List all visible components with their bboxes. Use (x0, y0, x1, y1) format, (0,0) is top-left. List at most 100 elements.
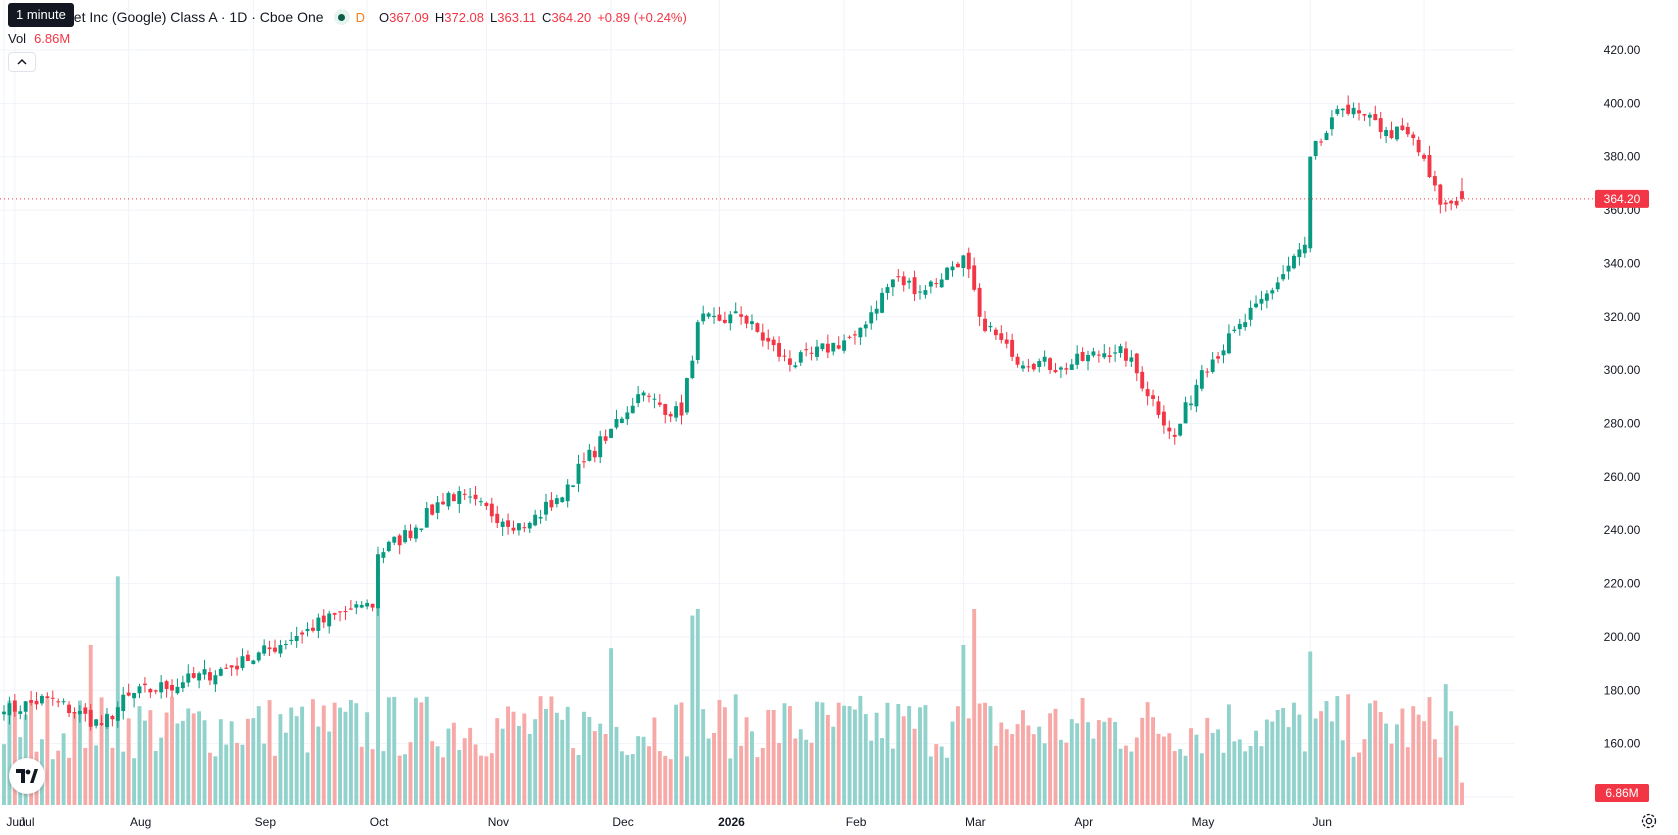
volume-bar (56, 750, 61, 805)
volume-bar (1346, 694, 1351, 805)
candle-body (376, 554, 380, 609)
volume-bar (1118, 748, 1123, 805)
volume-bar (462, 738, 467, 805)
candle-body (197, 673, 202, 681)
candle-body (153, 690, 158, 692)
volume-bar (332, 702, 337, 805)
change-value: +0.89 (+0.24%) (597, 9, 687, 25)
volume-bar (1389, 743, 1394, 805)
price-axis: 420.00400.00380.00360.00340.00320.00300.… (1604, 43, 1641, 804)
tradingview-logo-icon[interactable] (9, 758, 45, 794)
volume-bar (1221, 752, 1226, 805)
candle-body (1221, 350, 1226, 356)
candle-body (451, 494, 456, 502)
volume-bar (1058, 739, 1063, 805)
candle-body (831, 342, 836, 352)
candle-body (359, 604, 364, 608)
candle-body (191, 673, 196, 678)
candle-body (668, 413, 673, 417)
candle-body (1048, 358, 1053, 371)
candle-body (739, 314, 744, 317)
time-axis-label: Mar (965, 815, 986, 829)
candle-body (592, 450, 597, 458)
volume-bar (137, 706, 142, 805)
volume-bar (29, 701, 34, 805)
candle-body (1340, 108, 1345, 111)
volume-legend: Vol 6.86M (8, 31, 70, 46)
candle-body (1058, 367, 1063, 370)
volume-bar (955, 706, 960, 805)
volume-bar (869, 740, 874, 805)
candle-body (1124, 348, 1128, 361)
candle-body (853, 334, 857, 336)
gear-icon[interactable] (1640, 812, 1658, 830)
candle-body (121, 694, 126, 712)
candle-body (1167, 427, 1172, 432)
price-axis-label: 340.00 (1604, 256, 1641, 270)
candle-body (1026, 366, 1031, 368)
candle-body (1254, 303, 1258, 308)
candle-body (733, 311, 738, 314)
candle-body (728, 314, 733, 324)
candle-body (1308, 156, 1313, 249)
candle-body (484, 502, 489, 507)
low-value: 363.11 (497, 9, 537, 25)
chevron-up-icon (17, 58, 27, 65)
volume-bar (305, 752, 310, 805)
candle-body (576, 463, 581, 484)
volume-bar (376, 586, 380, 805)
volume-bar (327, 731, 332, 805)
volume-bar (1086, 722, 1090, 805)
market-status-icon[interactable] (333, 9, 350, 25)
candle-body (1400, 125, 1405, 131)
volume-bar (489, 753, 494, 805)
candle-body (506, 520, 511, 527)
candle-body (446, 492, 451, 507)
candle-body (755, 323, 760, 332)
volume-bar (798, 729, 803, 805)
volume-bar (273, 755, 277, 805)
candle-body (684, 378, 689, 413)
volume-bar (945, 757, 950, 805)
volume-bar (1281, 707, 1286, 805)
candle-body (240, 656, 245, 668)
time-axis-label: Sep (255, 815, 277, 829)
volume-bar (110, 747, 115, 805)
volume-bar (468, 727, 473, 805)
volume-bar (386, 697, 391, 805)
volume-bar (695, 609, 700, 805)
candle-body (1329, 117, 1334, 130)
price-axis-label: 420.00 (1604, 43, 1641, 57)
volume-bar (77, 700, 82, 805)
volume-bars (2, 576, 1464, 805)
candle-body (77, 710, 82, 715)
volume-bar (787, 706, 792, 805)
volume-bar (668, 759, 673, 805)
volume-bar (1308, 651, 1313, 805)
candle-body (614, 419, 619, 428)
candle-body (804, 349, 809, 351)
candle-body (1075, 353, 1080, 365)
candle-body (235, 665, 240, 670)
candle-body (652, 398, 657, 400)
volume-bar (153, 750, 158, 805)
volume-bar (403, 754, 408, 805)
candle-body (256, 652, 261, 661)
symbol-title[interactable]: bet Inc (Google) Class A · 1D · Cboe One (66, 9, 324, 25)
candle-body (1362, 114, 1367, 116)
candle-body (598, 436, 603, 458)
candle-body (1432, 176, 1437, 186)
candle-body (993, 329, 998, 336)
candle-body (1319, 141, 1324, 143)
volume-bar (1145, 702, 1150, 805)
volume-bar (1031, 734, 1036, 805)
candle-body (1281, 274, 1286, 280)
volume-bar (218, 719, 223, 805)
volume-bar (815, 701, 819, 805)
volume-bar (1069, 719, 1074, 805)
collapse-legend-button[interactable] (8, 52, 36, 72)
volume-bar (408, 742, 413, 805)
candle-body (858, 327, 863, 338)
candle-body (348, 608, 353, 610)
